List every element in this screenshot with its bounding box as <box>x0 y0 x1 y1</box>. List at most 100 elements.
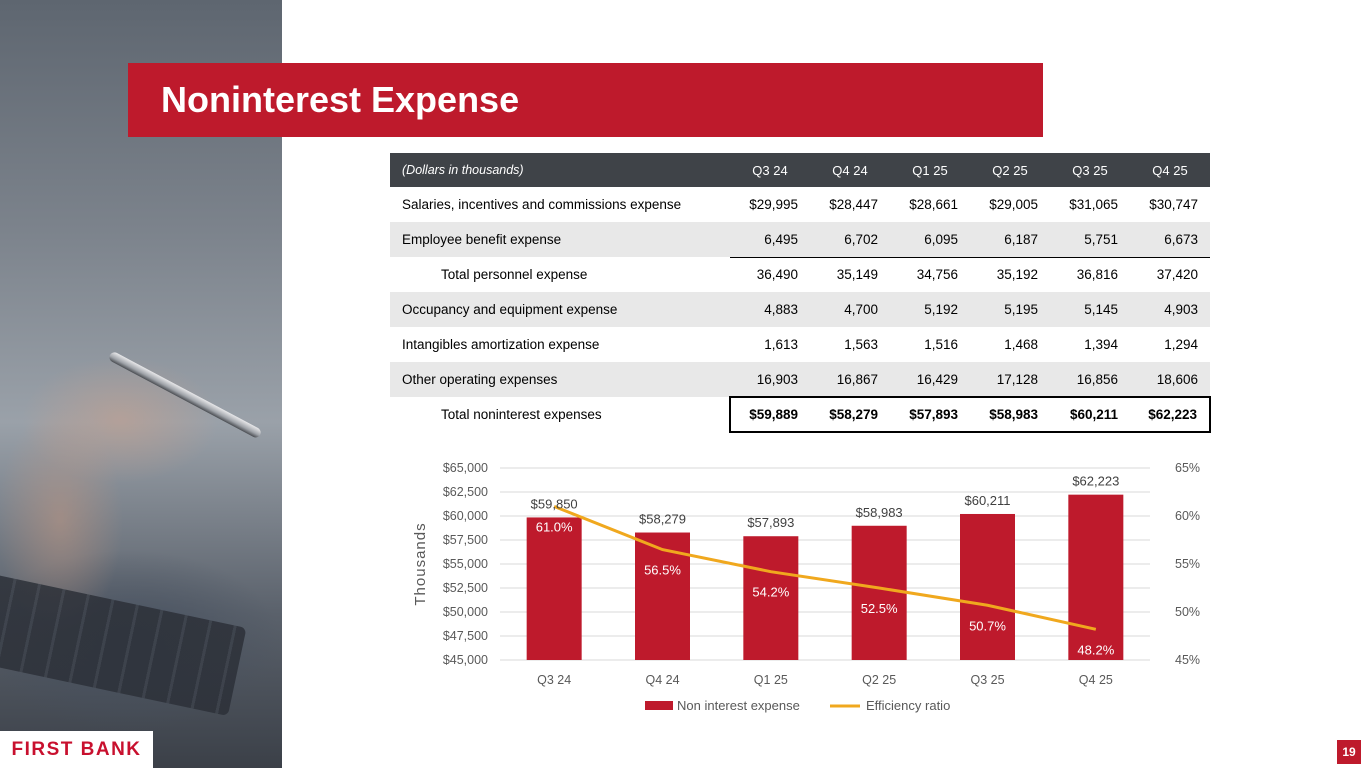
cell-value: $57,893 <box>890 396 970 433</box>
company-logo: FIRST BANK <box>0 731 153 768</box>
table-header-quarter: Q1 25 <box>890 153 970 187</box>
bar-Q3 25 <box>960 513 1015 660</box>
y-tick-label: $52,500 <box>443 581 488 595</box>
ratio-value-label: 56.5% <box>644 563 681 578</box>
cell-value: 5,145 <box>1050 292 1130 327</box>
cell-value: 36,816 <box>1050 256 1130 292</box>
x-tick-label: Q2 25 <box>862 673 896 687</box>
bar-Q4 24 <box>635 532 690 660</box>
y-axis-label: Thousands <box>412 522 429 605</box>
bar-Q4 25 <box>1068 494 1124 660</box>
noninterest-expense-table: (Dollars in thousands) Q3 24 Q4 24 Q1 25… <box>390 153 1211 433</box>
y-tick-label: $65,000 <box>443 461 488 475</box>
ratio-value-label: 52.5% <box>861 601 898 616</box>
y2-tick-label: 65% <box>1175 461 1200 475</box>
cell-value: 36,490 <box>730 256 810 292</box>
table-header-row: (Dollars in thousands) Q3 24 Q4 24 Q1 25… <box>390 153 1210 187</box>
expense-chart: $45,000 $47,500 $50,000 $52,500 $55,000 $57,5… <box>400 450 1230 730</box>
table-row-total-noninterest: Total noninterest expenses $59,889 $58,2… <box>390 396 1211 433</box>
page-number: 19 <box>1337 740 1361 764</box>
ratio-value-label: 50.7% <box>969 618 1006 633</box>
cell-value: 1,613 <box>764 337 798 352</box>
row-label: Other operating expenses <box>390 362 730 397</box>
legend-bar-swatch <box>645 701 673 710</box>
cell-value: 18,606 <box>1130 362 1210 397</box>
cell-value: $28,447 <box>829 197 878 212</box>
y-tick-label: $62,500 <box>443 485 488 499</box>
bar-Q1 25 <box>743 536 799 660</box>
x-tick-label: Q3 24 <box>537 673 571 687</box>
cell-value: 1,294 <box>1164 337 1198 352</box>
bar-value-label: $57,893 <box>747 515 794 530</box>
table-row-total-personnel: Total personnel expense 36,490 35,149 34… <box>390 256 1210 292</box>
cell-value: $62,223 <box>1130 396 1211 433</box>
bar-value-label: $62,223 <box>1072 474 1119 489</box>
row-label: Occupancy and equipment expense <box>390 292 730 327</box>
bar-value-label: $58,983 <box>856 505 903 520</box>
cell-value: 6,187 <box>970 222 1050 257</box>
table-header-quarter: Q3 24 <box>730 153 810 187</box>
table-row-salaries: Salaries, incentives and commissions exp… <box>390 187 1210 222</box>
table-header-quarter: Q3 25 <box>1050 153 1130 187</box>
cell-value: 1,563 <box>844 337 878 352</box>
cell-value: 4,903 <box>1130 292 1210 327</box>
bar-value-label: $58,279 <box>639 512 686 527</box>
cell-value: $58,279 <box>810 396 890 433</box>
y2-tick-label: 60% <box>1175 509 1200 523</box>
cell-value: 35,149 <box>810 256 890 292</box>
cell-value: 1,394 <box>1084 337 1118 352</box>
row-label: Intangibles amortization expense <box>402 337 600 352</box>
row-label: Total noninterest expenses <box>441 407 602 422</box>
cell-value: 5,195 <box>970 292 1050 327</box>
cell-value: 4,883 <box>730 292 810 327</box>
y-tick-label: $47,500 <box>443 629 488 643</box>
x-tick-label: Q4 25 <box>1079 673 1113 687</box>
cell-value: 34,756 <box>890 256 970 292</box>
cell-value: 1,468 <box>1004 337 1038 352</box>
cell-value: 16,429 <box>890 362 970 397</box>
ratio-value-label: 54.2% <box>752 585 789 600</box>
table-row-employee-benefit: Employee benefit expense 6,495 6,702 6,0… <box>390 222 1210 257</box>
y2-tick-label: 45% <box>1175 653 1200 667</box>
y-tick-label: $45,000 <box>443 653 488 667</box>
cell-value: 1,516 <box>924 337 958 352</box>
bar-value-label: $59,850 <box>531 496 578 511</box>
table-header-quarter: Q2 25 <box>970 153 1050 187</box>
table-row-other-operating: Other operating expenses 16,903 16,867 1… <box>390 362 1210 397</box>
row-label: Employee benefit expense <box>390 222 730 257</box>
cell-value: 16,867 <box>810 362 890 397</box>
table-row-intangibles: Intangibles amortization expense 1,613 1… <box>390 327 1210 362</box>
cell-value: 16,856 <box>1050 362 1130 397</box>
expense-chart-svg: $45,000 $47,500 $50,000 $52,500 $55,000 $57,5… <box>412 461 1200 713</box>
cell-value: 6,495 <box>730 222 810 257</box>
logo-text: FIRST BANK <box>11 738 142 760</box>
cell-value: $30,747 <box>1149 197 1198 212</box>
row-label: Total personnel expense <box>441 267 588 282</box>
bar-Q2 25 <box>851 525 907 660</box>
x-tick-label: Q3 25 <box>970 673 1004 687</box>
legend-label: Non interest expense <box>677 698 800 713</box>
cell-value: 5,751 <box>1050 222 1130 257</box>
cell-value: 17,128 <box>970 362 1050 397</box>
cell-value: $31,065 <box>1069 197 1118 212</box>
cell-value: $29,995 <box>749 197 798 212</box>
cell-value: $60,211 <box>1050 396 1130 433</box>
cell-value: 4,700 <box>810 292 890 327</box>
title-banner: Noninterest Expense <box>128 63 1043 137</box>
y-tick-label: $57,500 <box>443 533 488 547</box>
y2-tick-label: 50% <box>1175 605 1200 619</box>
cell-value: $58,983 <box>970 396 1050 433</box>
bar-Q3 24 <box>526 517 582 660</box>
table-header-label: (Dollars in thousands) <box>390 153 730 187</box>
cell-value: 6,702 <box>810 222 890 257</box>
efficiency-ratio-line <box>553 505 1097 631</box>
x-tick-label: Q4 24 <box>645 673 679 687</box>
table-header-quarter: Q4 24 <box>810 153 890 187</box>
y-tick-label: $50,000 <box>443 605 488 619</box>
x-tick-label: Q1 25 <box>754 673 788 687</box>
row-label: Salaries, incentives and commissions exp… <box>402 197 682 212</box>
y-tick-label: $60,000 <box>443 509 488 523</box>
ratio-value-label: 48.2% <box>1077 642 1114 657</box>
y2-tick-label: 55% <box>1175 557 1200 571</box>
cell-value: 5,192 <box>890 292 970 327</box>
